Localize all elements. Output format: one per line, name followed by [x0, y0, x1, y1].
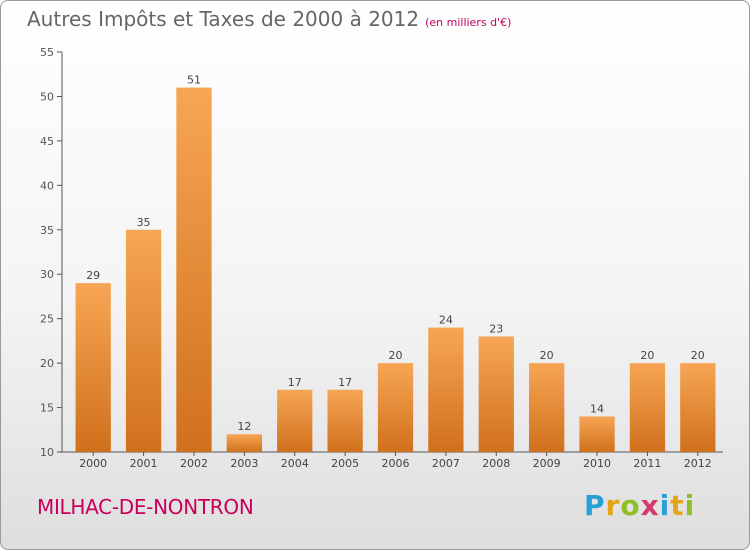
- chart-title: Autres Impôts et Taxes de 2000 à 2012: [27, 7, 420, 31]
- logo-letter: P: [584, 489, 606, 522]
- proxiti-logo: Proxiti: [584, 489, 695, 522]
- commune-name: MILHAC-DE-NONTRON: [37, 495, 254, 519]
- bar-value-label: 35: [137, 216, 151, 229]
- bar: [125, 229, 162, 452]
- x-tick-label: 2010: [583, 457, 611, 470]
- logo-letter: i: [684, 489, 696, 522]
- x-tick-label: 2008: [482, 457, 510, 470]
- x-tick-label: 2009: [533, 457, 561, 470]
- bar: [277, 389, 313, 452]
- bar-value-label: 23: [489, 322, 503, 335]
- bar-value-label: 20: [540, 349, 554, 362]
- bar: [75, 283, 111, 452]
- bar: [478, 336, 514, 452]
- bar-value-label: 51: [187, 74, 201, 87]
- y-tick-label: 50: [40, 90, 54, 103]
- logo-letter: t: [670, 489, 685, 522]
- bar: [579, 416, 615, 452]
- y-tick-label: 15: [40, 402, 54, 415]
- x-tick-label: 2004: [281, 457, 309, 470]
- chart-title-line: Autres Impôts et Taxes de 2000 à 2012 (en…: [27, 7, 511, 31]
- bar: [176, 87, 212, 453]
- bar-value-label: 24: [439, 314, 453, 327]
- logo-letter: r: [605, 489, 621, 522]
- logo-letter: o: [620, 489, 641, 522]
- bar: [377, 363, 414, 452]
- bars: 29 35 51 12 17 17 20 24 23 20 14 20 20: [75, 74, 716, 453]
- x-tick-label: 2001: [130, 457, 158, 470]
- bar: [428, 327, 464, 452]
- bar: [327, 389, 363, 452]
- bar: [680, 363, 716, 452]
- bar-value-label: 14: [590, 402, 604, 415]
- y-tick-label: 55: [40, 46, 54, 59]
- y-tick-label: 35: [40, 224, 54, 237]
- y-tick-label: 30: [40, 268, 54, 281]
- x-tick-label: 2003: [230, 457, 258, 470]
- y-tick-label: 20: [40, 357, 54, 370]
- x-tick-label: 2000: [79, 457, 107, 470]
- bar-value-label: 20: [691, 349, 705, 362]
- logo-letter: i: [659, 489, 671, 522]
- bar: [529, 363, 565, 452]
- bar-value-label: 17: [338, 376, 352, 389]
- bar-value-label: 17: [288, 376, 302, 389]
- y-tick-label: 10: [40, 446, 54, 459]
- bar-value-label: 20: [640, 349, 654, 362]
- x-tick-label: 2007: [432, 457, 460, 470]
- y-tick-label: 40: [40, 179, 54, 192]
- y-ticks: 10 15 20 25 30 35 40 45 50 55: [40, 46, 62, 459]
- x-tick-label: 2002: [180, 457, 208, 470]
- bar-value-label: 20: [389, 349, 403, 362]
- x-tick-label: 2006: [382, 457, 410, 470]
- bar-value-label: 12: [237, 420, 251, 433]
- logo-letter: x: [640, 489, 660, 522]
- x-ticks: 2000 2001 2002 2003 2004 2005 2006 2007 2008 2009…: [79, 452, 712, 470]
- x-tick-label: 2011: [633, 457, 661, 470]
- bar: [226, 434, 262, 452]
- bar-value-label: 29: [86, 269, 100, 282]
- x-tick-label: 2012: [684, 457, 712, 470]
- y-tick-label: 45: [40, 135, 54, 148]
- bar: [629, 363, 666, 452]
- x-tick-label: 2005: [331, 457, 359, 470]
- chart-subtitle: (en milliers d'€): [425, 16, 512, 29]
- y-tick-label: 25: [40, 313, 54, 326]
